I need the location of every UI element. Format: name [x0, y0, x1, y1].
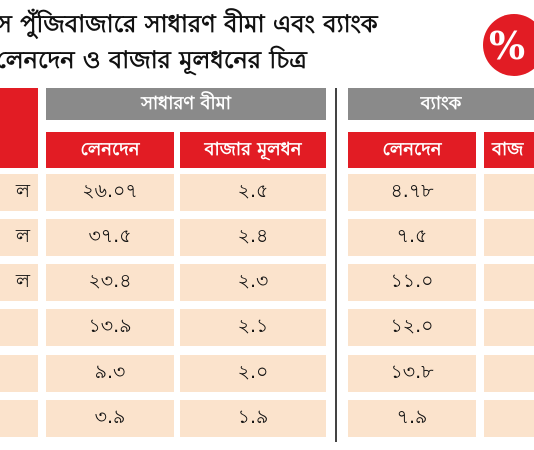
- cell-turnover-insurance: ৯.৩: [46, 355, 174, 392]
- row-label: ল: [0, 264, 38, 301]
- row-label: [0, 400, 38, 437]
- title-line-1: স পুঁজিবাজারে সাধারণ বীমা এবং ব্যাংক: [0, 10, 378, 38]
- row-label: [0, 355, 38, 392]
- cell-market-cap-insurance: ২.০: [180, 355, 326, 392]
- cell-market-cap-insurance: ২.৫: [180, 174, 326, 211]
- cell-turnover-bank: ৪.৭৮: [348, 174, 476, 211]
- row-label: ল: [0, 174, 38, 211]
- column-header-turnover-insurance: লেনদেন: [46, 132, 174, 168]
- cell-turnover-bank: ১২.০: [348, 309, 476, 346]
- cell-market-cap-bank: [484, 264, 534, 301]
- row-label: [0, 309, 38, 346]
- group-divider: [335, 88, 337, 442]
- percent-icon: %: [488, 22, 526, 68]
- row-label: ল: [0, 219, 38, 256]
- cell-turnover-insurance: ২৬.০৭: [46, 174, 174, 211]
- column-header-turnover-bank: লেনদেন: [348, 132, 476, 168]
- cell-turnover-insurance: ৩.৯: [46, 400, 174, 437]
- cell-turnover-bank: ৭.৯: [348, 400, 476, 437]
- cell-market-cap-insurance: ২.৪: [180, 219, 326, 256]
- group-header-general-insurance: সাধারণ বীমা: [46, 88, 326, 120]
- percent-badge: %: [483, 14, 534, 76]
- report-title: স পুঁজিবাজারে সাধারণ বীমা এবং ব্যাংক লেন…: [0, 6, 466, 78]
- row-label-header: [0, 88, 38, 168]
- cell-turnover-insurance: ২৩.৪: [46, 264, 174, 301]
- cell-market-cap-bank: [484, 355, 534, 392]
- cell-turnover-bank: ১৩.৮: [348, 355, 476, 392]
- column-header-market-cap-insurance: বাজার মূলধন: [180, 132, 326, 168]
- cell-market-cap-bank: [484, 219, 534, 256]
- cell-market-cap-bank: [484, 400, 534, 437]
- cell-market-cap-bank: [484, 309, 534, 346]
- column-header-market-cap-bank: বাজ: [484, 132, 534, 168]
- cell-market-cap-bank: [484, 174, 534, 211]
- cell-turnover-insurance: ১৩.৯: [46, 309, 174, 346]
- cell-market-cap-insurance: ২.৩: [180, 264, 326, 301]
- group-header-bank: ব্যাংক: [348, 88, 534, 120]
- cell-turnover-bank: ১১.০: [348, 264, 476, 301]
- cell-turnover-bank: ৭.৫: [348, 219, 476, 256]
- cell-turnover-insurance: ৩৭.৫: [46, 219, 174, 256]
- cell-market-cap-insurance: ১.৯: [180, 400, 326, 437]
- cell-market-cap-insurance: ২.১: [180, 309, 326, 346]
- title-line-2: লেনদেন ও বাজার মূলধনের চিত্র: [0, 46, 307, 74]
